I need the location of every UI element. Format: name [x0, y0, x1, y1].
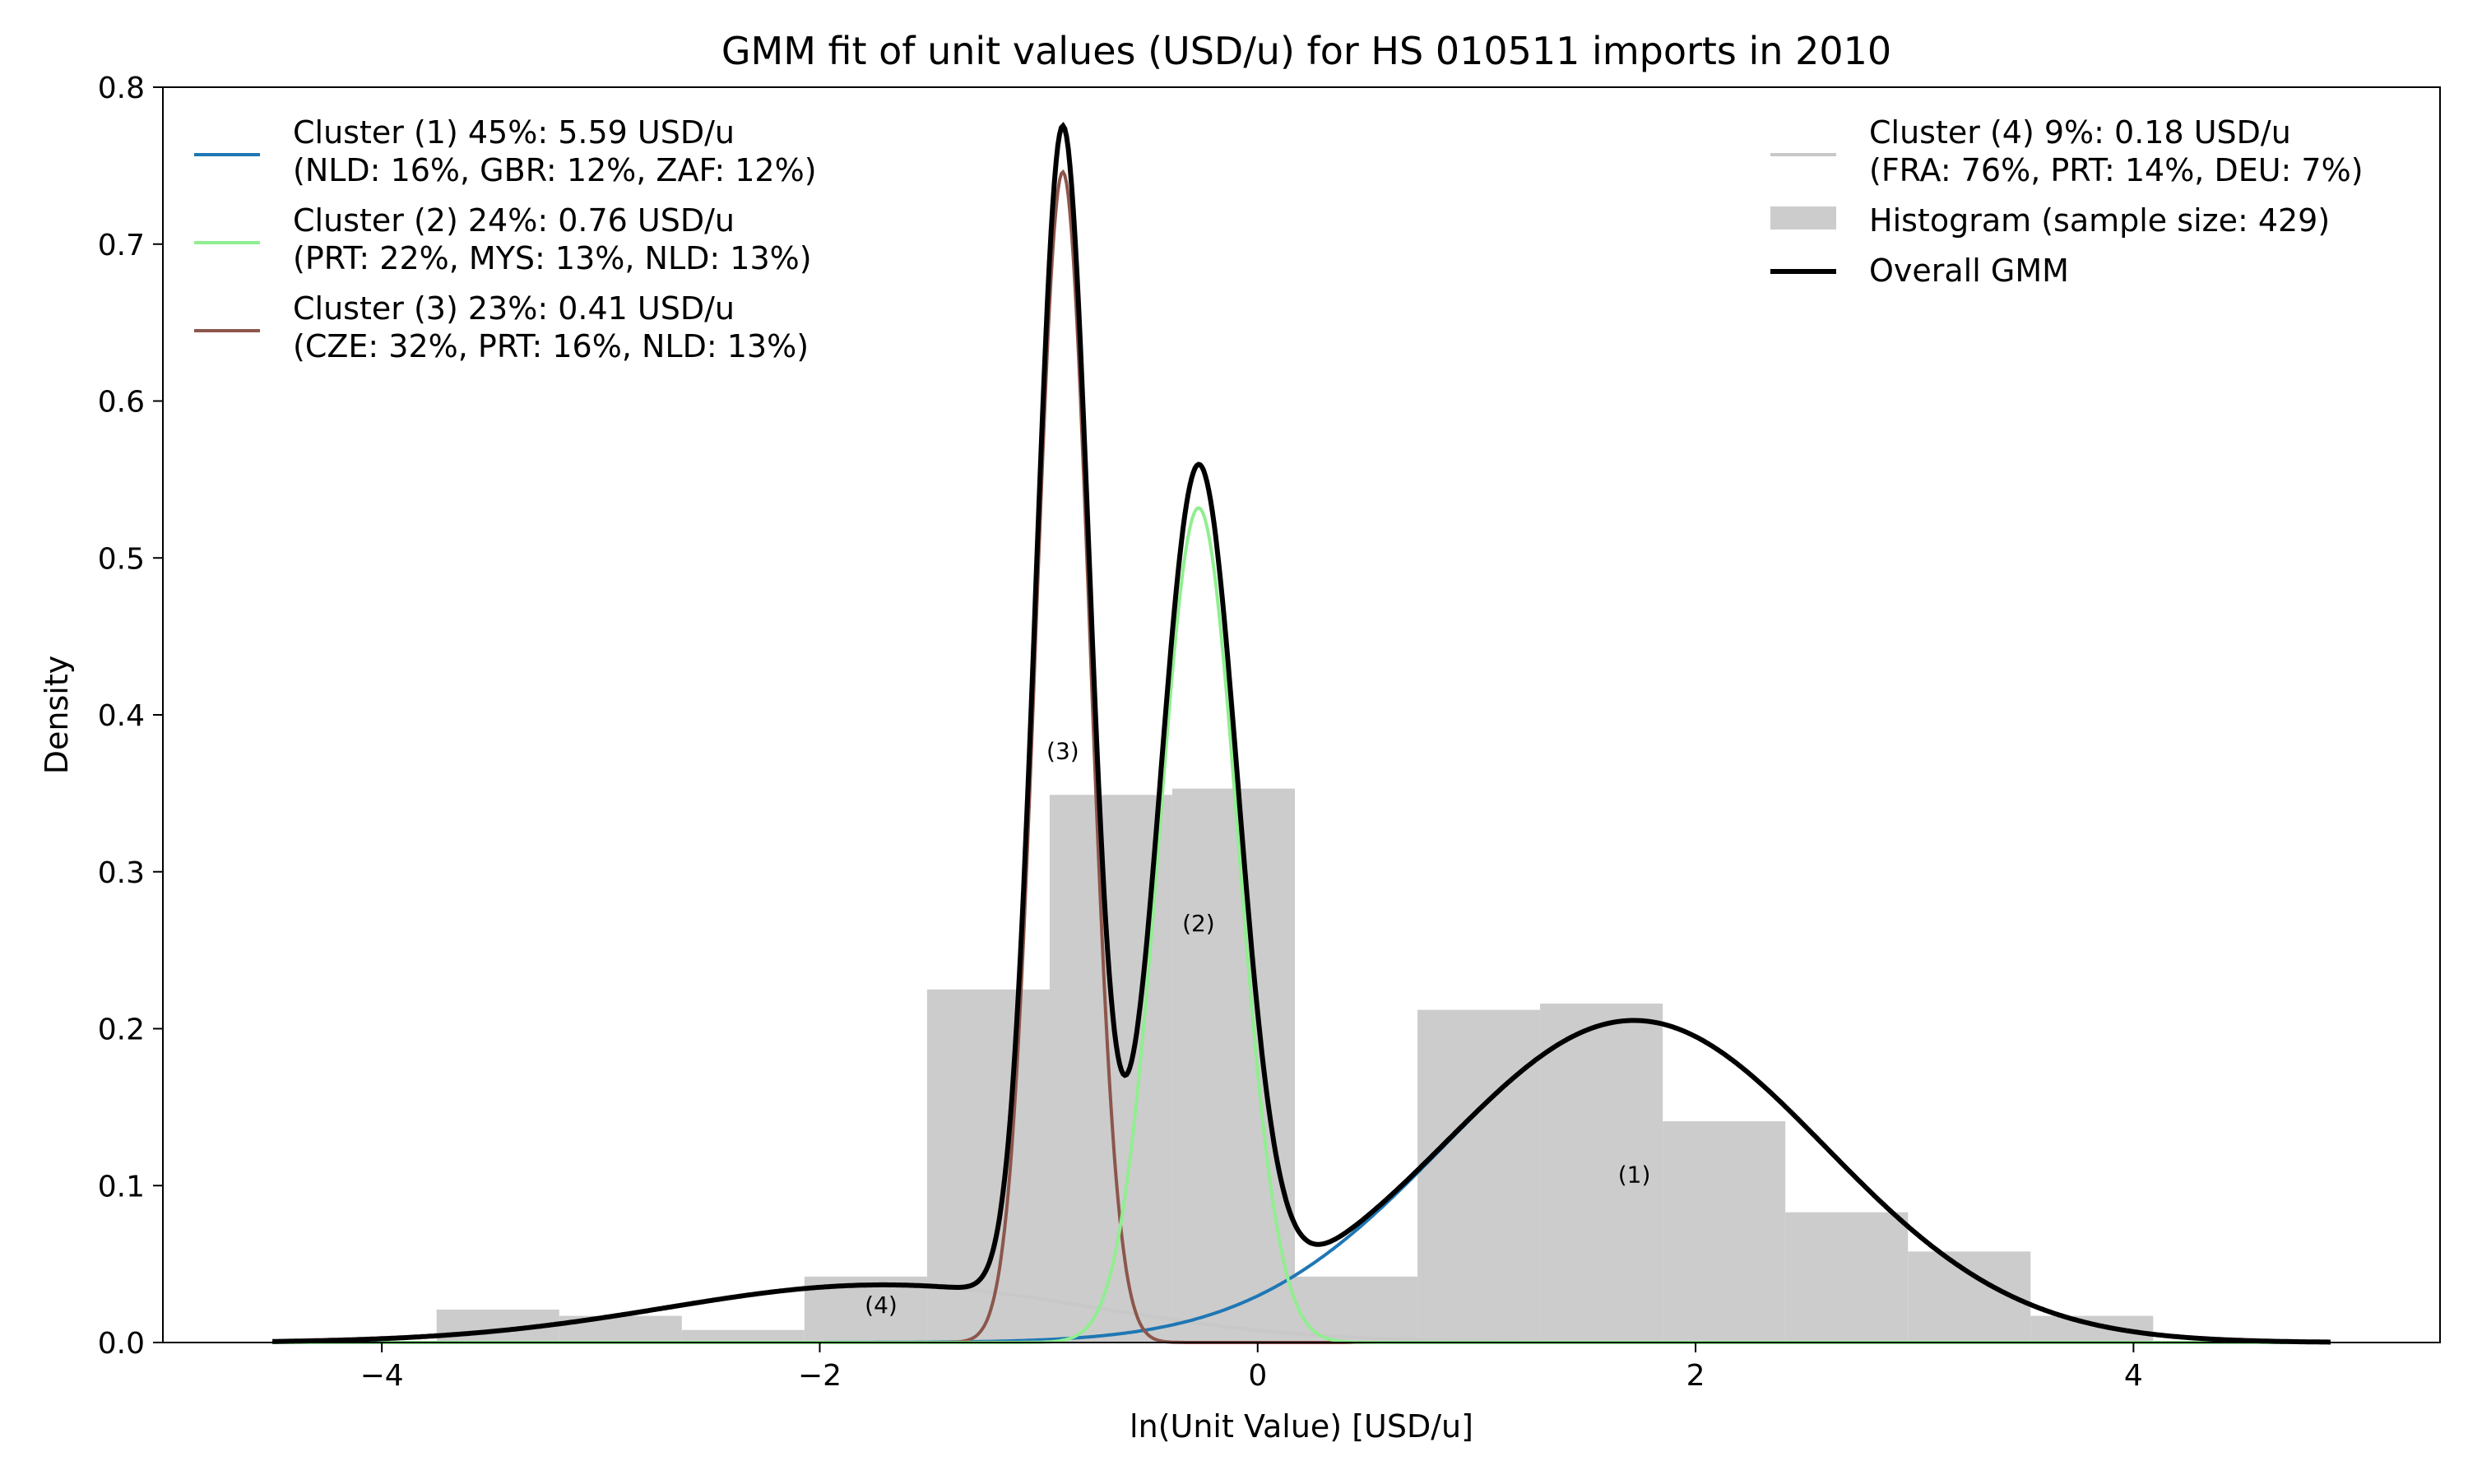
- legend-entry-text: Cluster (2) 24%: 0.76 USD/u: [293, 202, 735, 239]
- chart-title: GMM fit of unit values (USD/u) for HS 01…: [721, 29, 1891, 73]
- histogram-bar: [1785, 1212, 1909, 1343]
- x-axis-label: ln(Unit Value) [USD/u]: [1130, 1408, 1473, 1445]
- y-axis-label: Density: [39, 656, 75, 774]
- legend-entry-text: Cluster (1) 45%: 5.59 USD/u: [293, 114, 735, 151]
- x-tick-label: 4: [2124, 1359, 2143, 1393]
- legend: Cluster (1) 45%: 5.59 USD/u(NLD: 16%, GB…: [194, 114, 2364, 364]
- cluster-annotation: (2): [1182, 910, 1215, 937]
- y-tick-label: 0.6: [98, 386, 145, 420]
- y-tick-label: 0.5: [98, 542, 145, 576]
- histogram-bar: [1663, 1121, 1786, 1343]
- histogram-bar: [1171, 788, 1296, 1343]
- legend-entry-text: (CZE: 32%, PRT: 16%, NLD: 13%): [293, 328, 809, 364]
- y-tick-label: 0.8: [98, 72, 145, 105]
- legend-entry-text: Overall GMM: [1869, 253, 2069, 289]
- legend-entry-text: Cluster (4) 9%: 0.18 USD/u: [1869, 114, 2291, 151]
- legend-entry-text: (FRA: 76%, PRT: 14%, DEU: 7%): [1869, 152, 2364, 188]
- cluster-annotation: (3): [1046, 737, 1079, 764]
- histogram-bar: [2030, 1315, 2154, 1343]
- axes: −4 −2 0 2 4 0.0 0.1 0.2 0.3 0.4 0.5 0.6 0.7 0.8: [98, 72, 2143, 1393]
- cluster-annotation: (1): [1618, 1161, 1651, 1188]
- histogram-bar: [1295, 1276, 1418, 1343]
- histogram-bar: [926, 989, 1050, 1343]
- y-tick-label: 0.3: [98, 856, 145, 890]
- histogram-bar: [1540, 1003, 1663, 1343]
- y-tick-label: 0.0: [98, 1327, 145, 1361]
- legend-entry-text: (NLD: 16%, GBR: 12%, ZAF: 12%): [293, 152, 817, 188]
- y-tick-label: 0.4: [98, 699, 145, 733]
- x-tick-label: 2: [1686, 1359, 1705, 1393]
- legend-entry-text: Histogram (sample size: 429): [1869, 202, 2330, 239]
- legend-handle-patch: [1770, 206, 1836, 230]
- legend-entry-text: (PRT: 22%, MYS: 13%, NLD: 13%): [293, 240, 812, 276]
- legend-entry-text: Cluster (3) 23%: 0.41 USD/u: [293, 290, 735, 327]
- histogram-bar: [681, 1329, 805, 1343]
- x-tick-label: −2: [798, 1359, 842, 1393]
- cluster-2-curve: [272, 506, 2331, 1344]
- plot-area: (1) (2) (3) (4): [272, 122, 2331, 1345]
- x-tick-label: −4: [360, 1359, 404, 1393]
- y-tick-label: 0.1: [98, 1170, 145, 1203]
- overall-gmm-curve: [272, 122, 2331, 1345]
- y-tick-label: 0.2: [98, 1013, 145, 1047]
- histogram-bar: [1417, 1009, 1541, 1343]
- x-tick-label: 0: [1248, 1359, 1267, 1393]
- cluster-annotation: (4): [865, 1292, 898, 1319]
- y-tick-label: 0.7: [98, 229, 145, 262]
